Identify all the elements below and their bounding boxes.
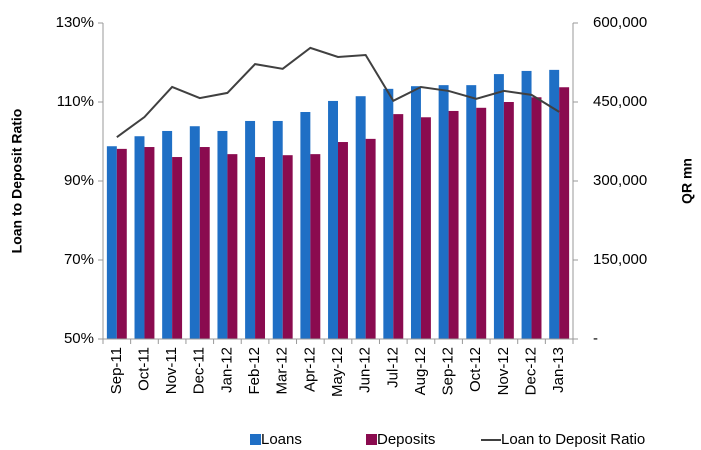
- y-tick-label: 90%: [64, 172, 94, 189]
- bar: [272, 120, 283, 340]
- y2-tick-label: 600,000: [593, 14, 647, 31]
- bar: [448, 110, 459, 339]
- bar: [383, 88, 394, 339]
- bar: [199, 147, 210, 339]
- bar: [162, 130, 173, 339]
- y2-tick-label: 450,000: [593, 93, 647, 110]
- bar: [559, 87, 570, 340]
- y2-tick-label: 150,000: [593, 251, 647, 268]
- x-tick-label: Oct-11: [135, 347, 152, 391]
- legend-label: Deposits: [377, 431, 435, 448]
- legend-label: Loans: [261, 431, 302, 448]
- legend-swatch: [366, 434, 377, 445]
- bar: [328, 100, 338, 340]
- bar: [338, 142, 348, 339]
- bar: [420, 117, 431, 339]
- bar: [493, 74, 504, 339]
- x-tick-label: Dec-12: [522, 347, 539, 395]
- line: [116, 46, 560, 138]
- y2-tick-label: -: [593, 330, 598, 347]
- bar: [282, 155, 293, 339]
- x-tick-label: Jan-12: [218, 347, 235, 393]
- x-tick-label: Nov-11: [163, 347, 180, 394]
- y2-axis-title: QR mn: [679, 158, 695, 204]
- bar: [438, 85, 449, 339]
- x-tick-label: May-12: [329, 347, 346, 397]
- bar: [521, 70, 532, 339]
- x-tick-label: Sep-11: [108, 347, 125, 394]
- x-tick-label: Apr-12: [301, 347, 318, 392]
- bar: [466, 85, 477, 339]
- bar: [245, 120, 256, 340]
- bar: [503, 102, 514, 339]
- bar: [227, 154, 238, 339]
- y-axis-title: Loan to Deposit Ratio: [9, 109, 25, 254]
- x-tick-label: Oct-12: [467, 347, 484, 392]
- bar: [189, 126, 200, 339]
- x-tick-label: Feb-12: [246, 347, 263, 395]
- bar: [144, 147, 155, 339]
- bar: [106, 146, 117, 339]
- bar: [217, 130, 228, 339]
- y-tick-label: 50%: [64, 330, 94, 347]
- bar: [476, 107, 487, 339]
- bar: [355, 96, 366, 339]
- bar: [116, 148, 127, 339]
- bar: [365, 138, 376, 339]
- legend-label: Loan to Deposit Ratio: [501, 431, 645, 448]
- x-tick-label: Dec-11: [191, 347, 208, 394]
- x-tick-label: Jun-12: [357, 347, 374, 393]
- x-tick-label: Jul-12: [384, 347, 401, 388]
- y-tick-label: 70%: [64, 251, 94, 268]
- bar: [393, 114, 404, 339]
- x-tick-label: Jan-13: [550, 347, 567, 393]
- bar: [410, 86, 421, 339]
- legend-swatch: [250, 434, 261, 445]
- y2-tick-label: 300,000: [593, 172, 647, 189]
- bar: [134, 136, 145, 339]
- y-tick-label: 130%: [56, 14, 94, 31]
- bar: [172, 157, 183, 339]
- bar: [531, 97, 542, 339]
- x-tick-label: Mar-12: [274, 347, 291, 395]
- y-tick-label: 110%: [57, 93, 94, 110]
- bar: [300, 112, 311, 339]
- x-tick-label: Nov-12: [495, 347, 512, 395]
- bar: [549, 69, 560, 339]
- bar: [255, 157, 266, 339]
- bar: [310, 154, 321, 339]
- x-tick-label: Sep-12: [440, 347, 457, 395]
- x-tick-label: Aug-12: [412, 347, 429, 395]
